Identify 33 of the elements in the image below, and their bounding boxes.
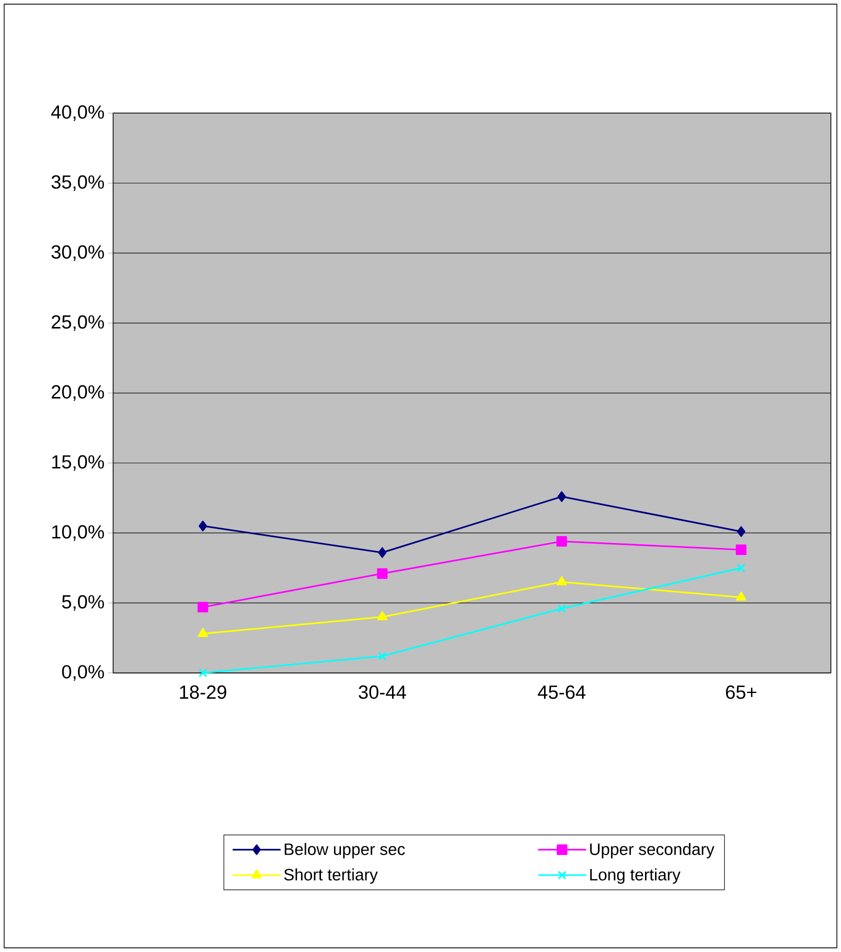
point xyxy=(198,668,208,678)
y-tick-label: 40,0% xyxy=(51,105,104,121)
y-tick-label: 10,0% xyxy=(52,525,104,541)
point xyxy=(376,568,388,579)
legend-label: Upper secondary xyxy=(590,842,714,858)
point xyxy=(736,526,746,537)
point xyxy=(736,544,746,556)
y-tick-label: 0,0% xyxy=(62,665,104,681)
y-tick-label: 5,0% xyxy=(62,595,104,611)
point xyxy=(557,604,566,613)
x-tick-label: 18-29 xyxy=(180,685,226,699)
y-tick-label: 25,0% xyxy=(52,315,104,331)
legend-label: Long tertiary xyxy=(590,868,680,884)
x-tick-label: 45-64 xyxy=(538,685,586,699)
point xyxy=(556,576,567,586)
y-tick-label: 20,0% xyxy=(52,385,104,401)
legend-label: Short tertiary xyxy=(284,868,378,884)
point xyxy=(378,547,386,558)
x-tick-label: 30-44 xyxy=(358,685,406,699)
y-tick-label: 30,0% xyxy=(51,245,104,261)
point xyxy=(378,652,387,660)
point xyxy=(558,491,566,502)
point xyxy=(198,520,208,532)
point xyxy=(198,602,208,612)
y-tick-label: 15,0% xyxy=(52,455,104,471)
point xyxy=(556,536,567,547)
legend-label: Below upper sec xyxy=(284,842,405,858)
y-tick-label: 35,0% xyxy=(51,175,104,191)
point xyxy=(736,564,746,572)
point xyxy=(198,628,208,638)
point xyxy=(736,592,746,601)
x-tick-label: 65+ xyxy=(726,685,756,699)
point xyxy=(377,611,388,620)
